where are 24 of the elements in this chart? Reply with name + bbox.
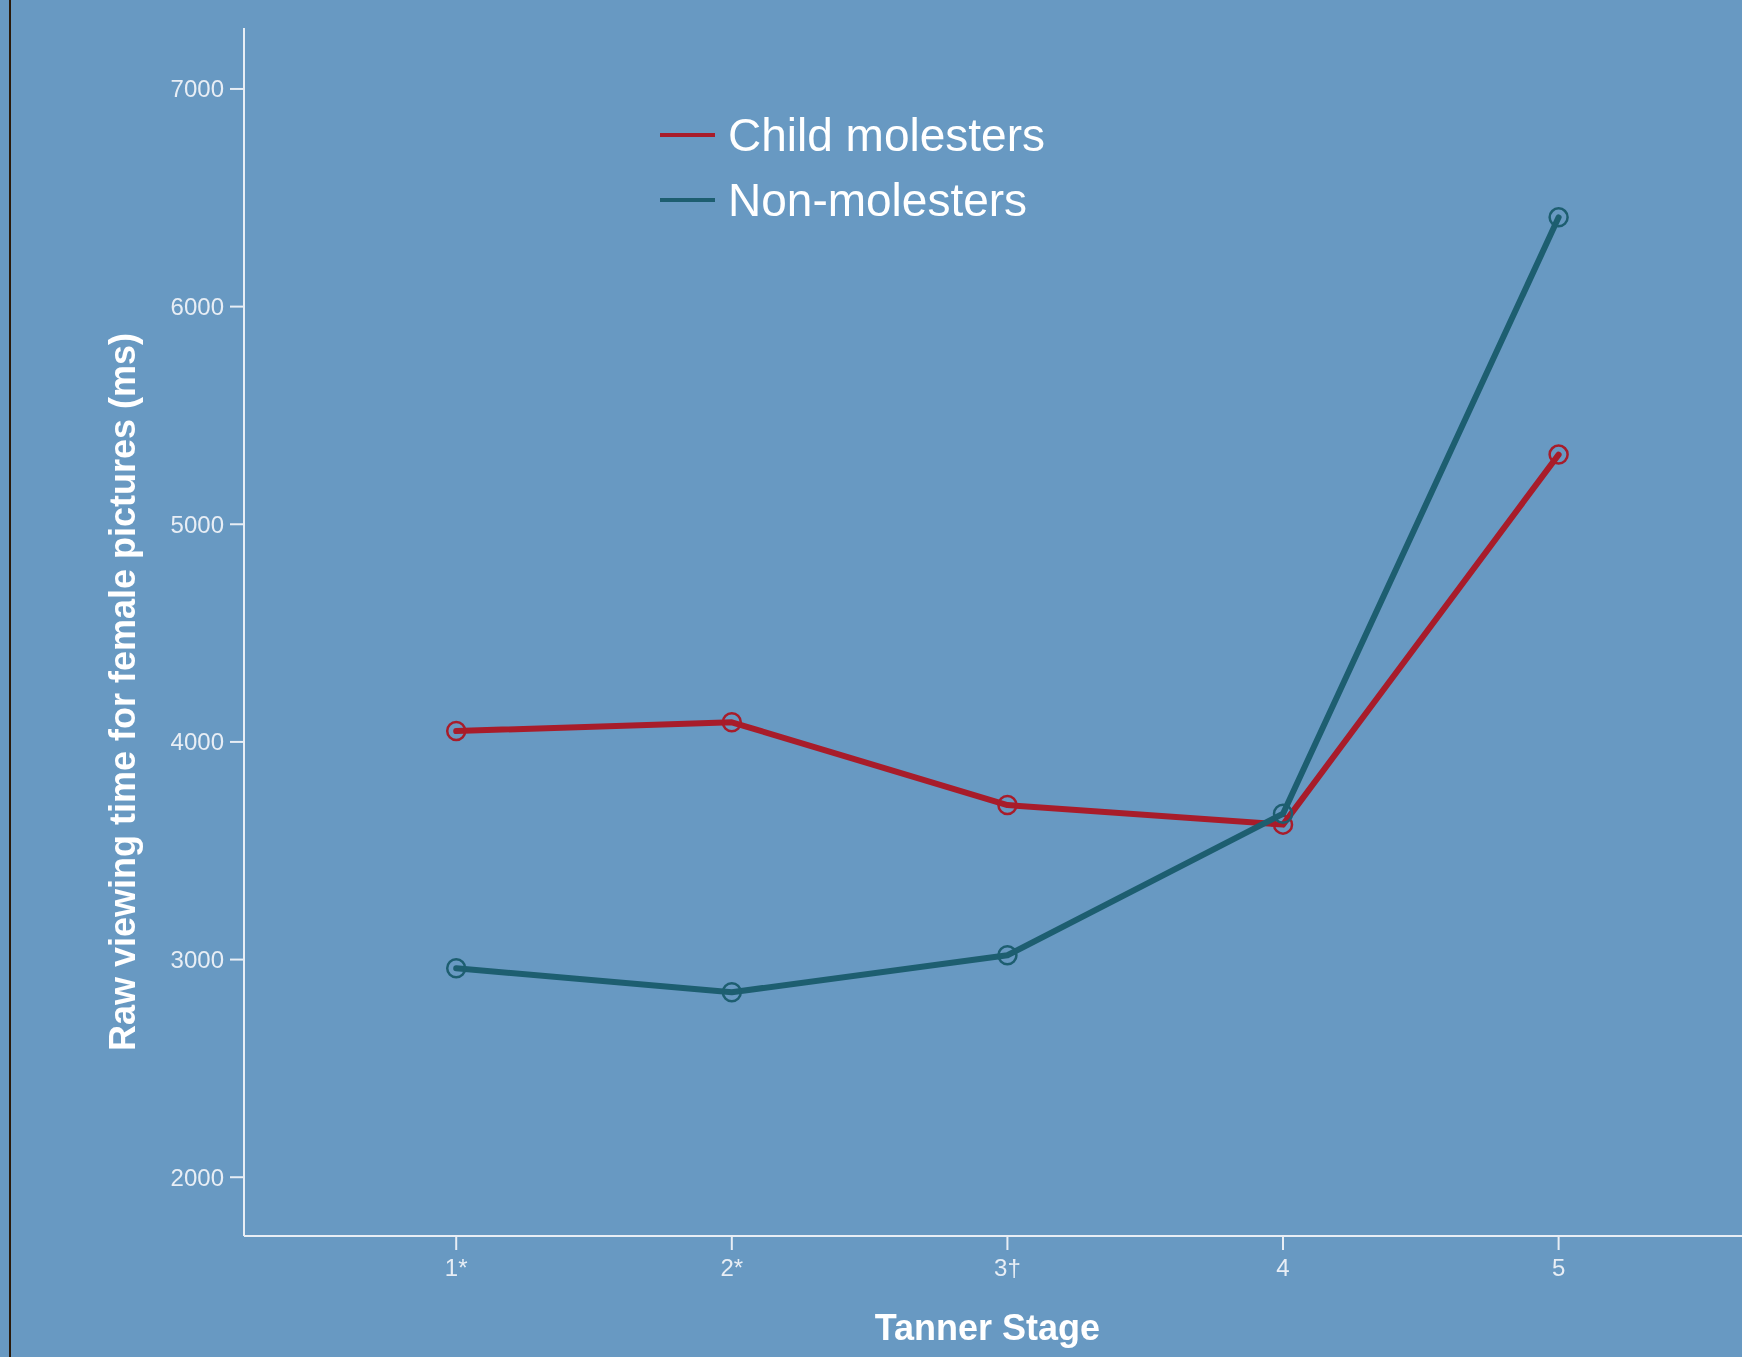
legend-label: Child molesters — [728, 109, 1045, 162]
x-tick-label: 3† — [994, 1254, 1021, 1281]
y-tick-label: 5000 — [170, 510, 224, 538]
x-axis-title: Tanner Stage — [874, 1307, 1101, 1348]
y-axis-title: Raw viewing time for female pictures (ms) — [102, 332, 143, 1052]
x-tick-label: 4 — [1276, 1254, 1290, 1281]
y-tick-label: 2000 — [170, 1163, 224, 1191]
point — [721, 712, 743, 733]
x-tick-label: 2* — [720, 1254, 744, 1281]
y-tick-label: 6000 — [170, 293, 224, 320]
x-tick-label: 1* — [444, 1254, 468, 1281]
point — [1548, 444, 1569, 465]
point — [1548, 207, 1569, 228]
point — [1272, 803, 1294, 824]
point — [721, 981, 743, 1003]
legend-label: Non-molesters — [728, 174, 1028, 227]
y-tick-label: 4000 — [170, 728, 224, 756]
x-tick-label: 5 — [1551, 1254, 1566, 1281]
y-tick-label: 7000 — [170, 75, 224, 103]
point — [997, 794, 1018, 816]
point — [997, 944, 1018, 966]
y-tick-label: 3000 — [170, 945, 224, 973]
point — [445, 720, 467, 742]
point — [445, 958, 467, 979]
